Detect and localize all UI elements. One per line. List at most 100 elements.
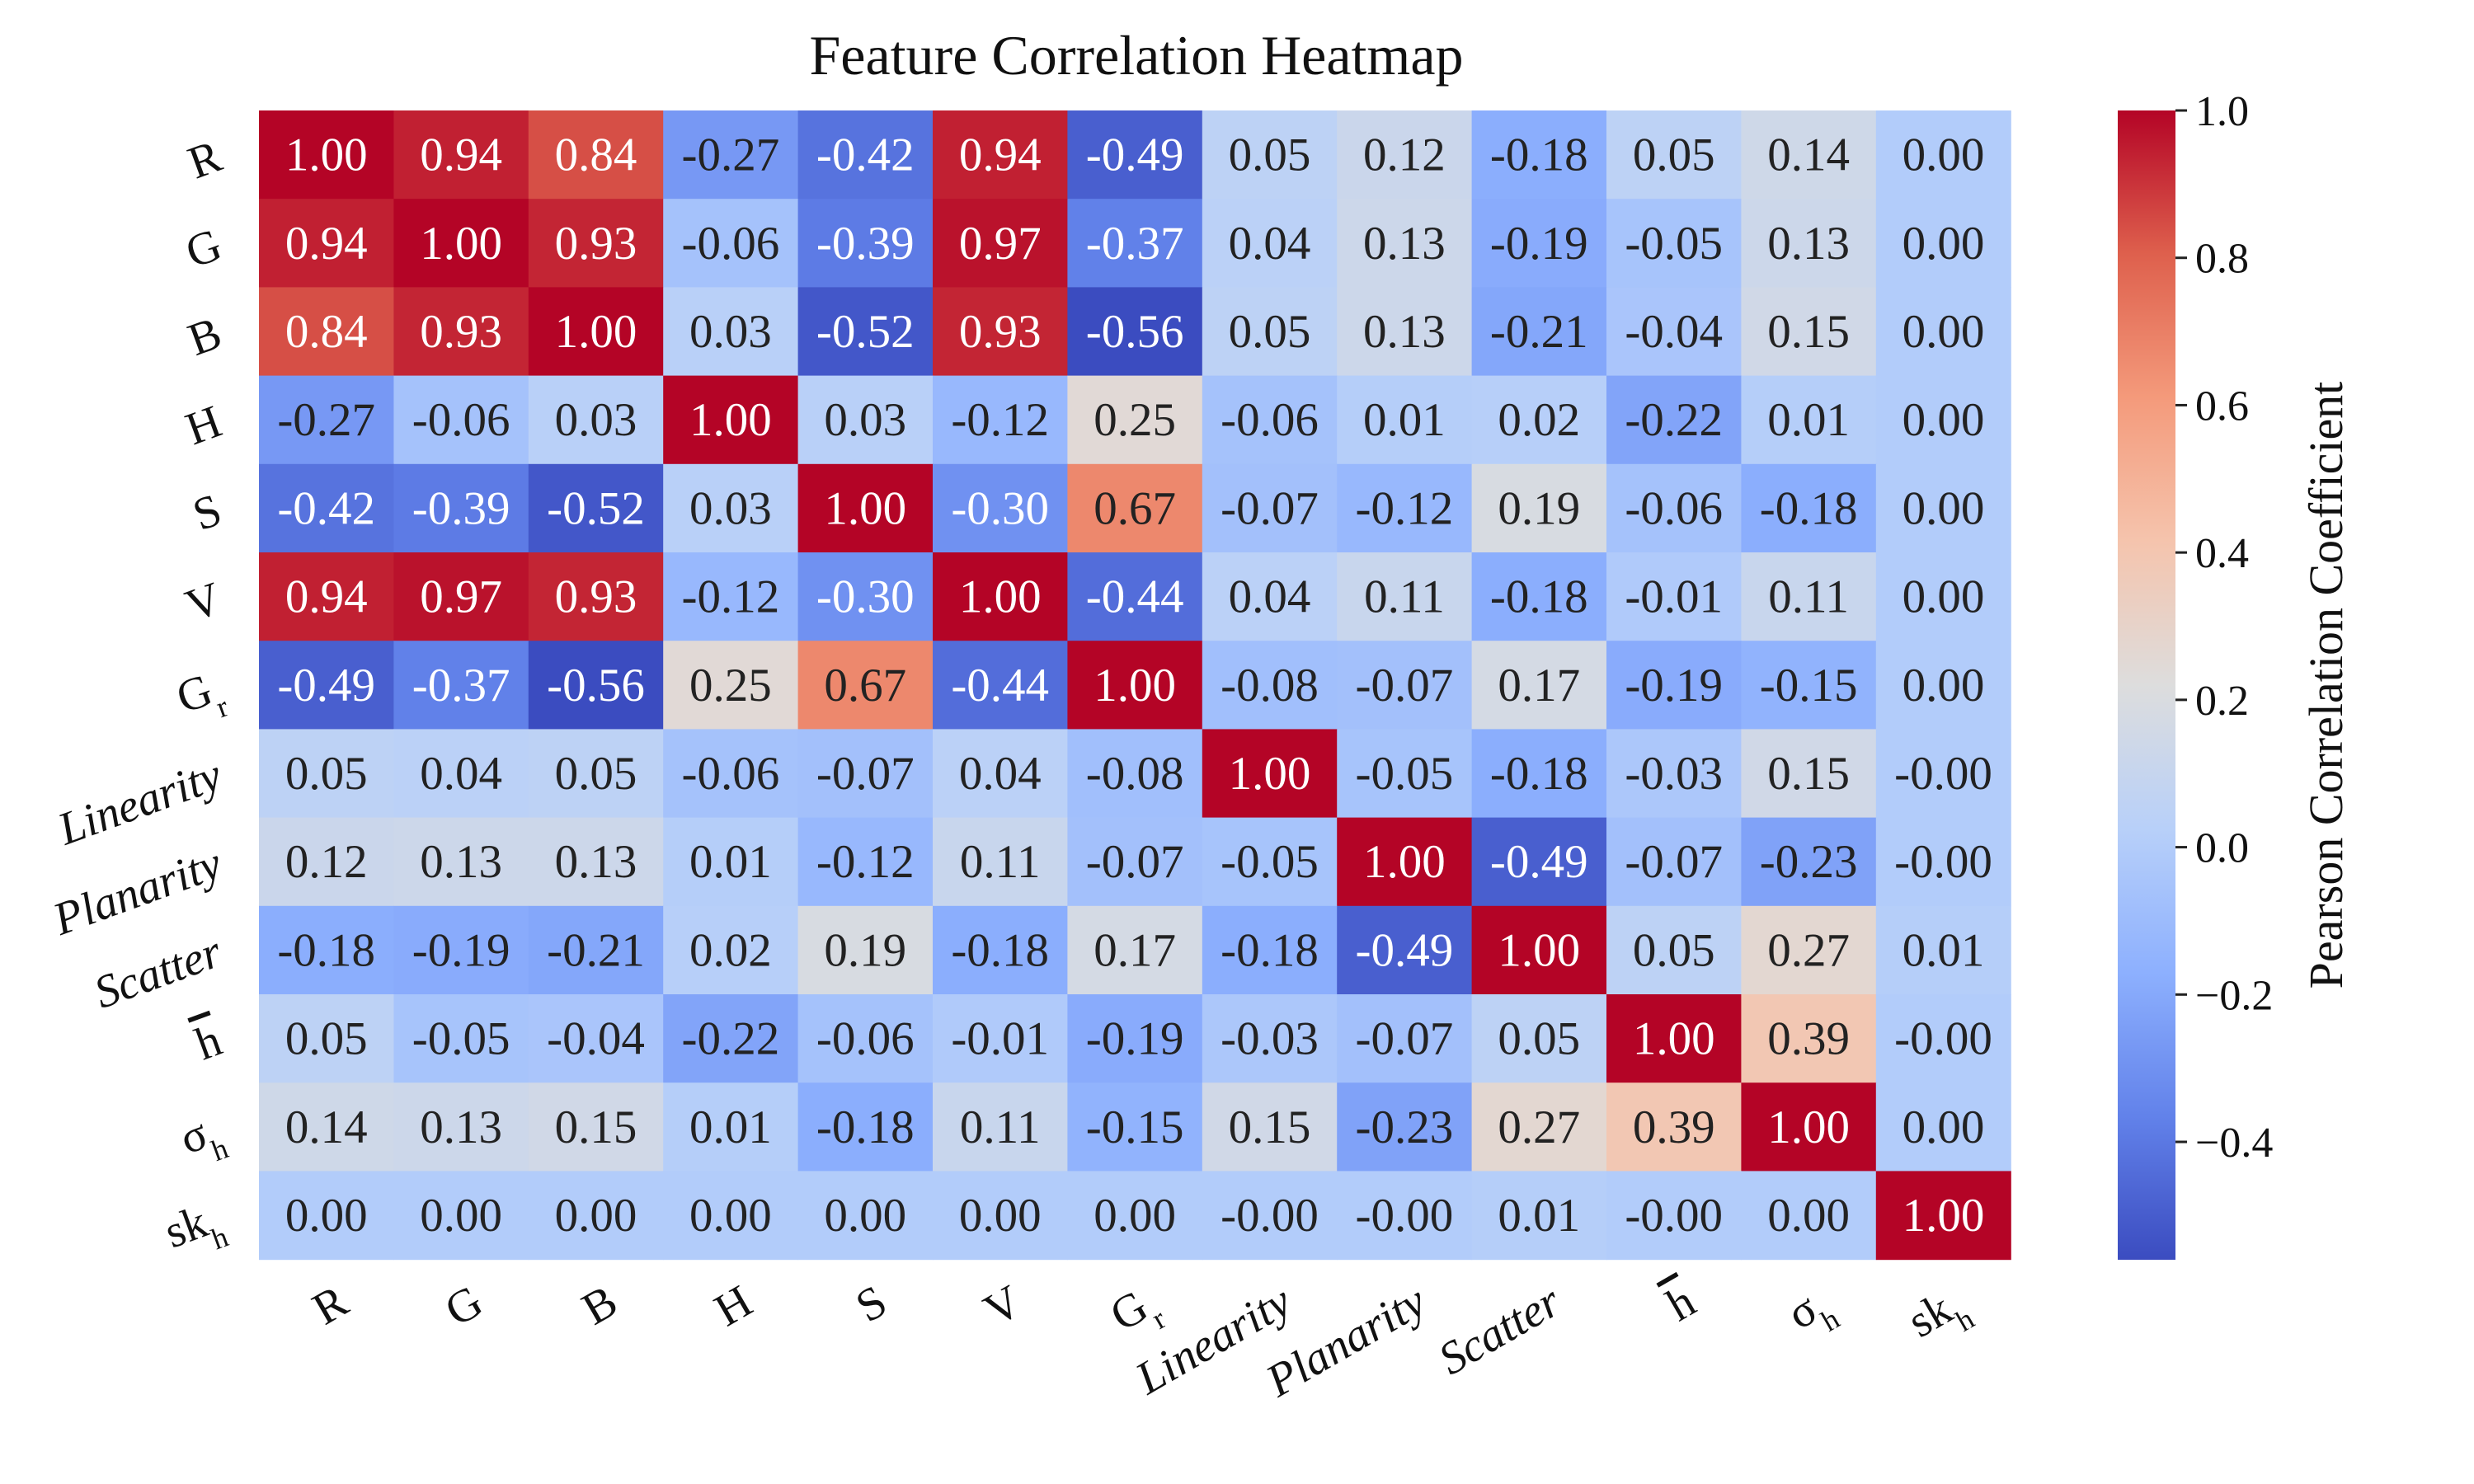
cell-value-label: -0.37: [1086, 218, 1184, 270]
cell-value-label: -0.18: [277, 924, 375, 976]
colorbar: 1.0 0.8 0.6 0.4 0.2 0.0 −0.2 −0.4 Pearson Correl…: [2118, 88, 2353, 1260]
heatmap-cell: [528, 641, 664, 730]
heatmap-cell: [1606, 463, 1742, 553]
cell-value-label: 0.00: [1903, 482, 1985, 534]
cell-value-label: 0.00: [959, 1190, 1042, 1242]
heatmap-cell: [259, 552, 394, 641]
cell-value-label: -0.18: [1760, 482, 1858, 534]
cell-value-label: -0.19: [412, 924, 510, 976]
cell-value-label: -0.18: [951, 924, 1049, 976]
heatmap-cell: [1337, 994, 1473, 1083]
colorbar-tick-label: 0.8: [2195, 236, 2249, 283]
cell-value-label: -0.52: [816, 306, 915, 358]
heatmap-cell: [1067, 552, 1203, 641]
colorbar-tick-label: 0.2: [2195, 678, 2249, 725]
chart-title: Feature Correlation Heatmap: [809, 24, 1463, 87]
heatmap-cell: [1875, 375, 2011, 465]
column-tick-label: B: [574, 1275, 626, 1335]
heatmap-cell: [393, 994, 529, 1083]
heatmap-cells: 1.00 0.94 0.84 -0.27 -0.42 0.94 -0.49 0.05 0.12-…: [259, 110, 2011, 1261]
heatmap-cell: [1471, 641, 1607, 730]
heatmap-cell: [259, 199, 394, 288]
heatmap-cell: [1875, 1171, 2011, 1261]
cell-value-label: 0.05: [1633, 924, 1715, 976]
cell-value-label: 0.05: [555, 748, 637, 800]
cell-value-label: 0.15: [1767, 748, 1850, 800]
cell-value-label: -0.06: [412, 394, 510, 446]
cell-value-label: -0.49: [1086, 129, 1184, 181]
cell-value-label: -0.23: [1356, 1101, 1454, 1153]
heatmap-cell: [933, 905, 1068, 995]
cell-value-label: 1.00: [555, 306, 637, 358]
cell-value-label: 1.00: [1498, 924, 1580, 976]
heatmap-cell: [1337, 817, 1473, 907]
cell-value-label: 0.01: [689, 836, 772, 888]
row-tick-label: Scatter: [87, 926, 228, 1019]
cell-value-label: 0.02: [689, 924, 772, 976]
heatmap-cell: [528, 375, 664, 465]
heatmap-cell: [1471, 375, 1607, 465]
heatmap-cell: [1202, 729, 1338, 819]
heatmap-cell: [933, 375, 1068, 465]
heatmap-cell: [797, 817, 934, 907]
cell-value-label: 0.03: [689, 306, 772, 358]
heatmap-cell: [393, 110, 529, 200]
heatmap-cell: [1337, 199, 1473, 288]
heatmap-cell: [259, 110, 394, 200]
cell-value-label: 0.11: [960, 1101, 1041, 1153]
heatmap-cell: [1606, 729, 1742, 819]
heatmap-cell: [1202, 641, 1338, 730]
cell-value-label: 0.14: [1767, 129, 1850, 181]
column-tick-label: G: [437, 1275, 492, 1336]
heatmap-cell: [1337, 729, 1473, 819]
heatmap-cell: [797, 1171, 934, 1261]
heatmap-cell: [663, 463, 799, 553]
cell-value-label: -0.49: [1490, 836, 1588, 888]
heatmap-cell: [1741, 375, 1877, 465]
heatmap-cell: [933, 110, 1068, 200]
cell-value-label: 0.00: [1903, 660, 1985, 711]
cell-value-label: -0.49: [1356, 924, 1454, 976]
cell-value-label: -0.06: [816, 1013, 915, 1065]
heatmap-cell: [933, 729, 1068, 819]
heatmap-cell: [1606, 375, 1742, 465]
heatmap-cell: [1741, 110, 1877, 200]
heatmap-cell: [1741, 287, 1877, 377]
heatmap-cell: [528, 463, 664, 553]
heatmap-cell: [1067, 199, 1203, 288]
heatmap-cell: [259, 1171, 394, 1261]
cell-value-label: -0.06: [682, 218, 780, 270]
heatmap-cell: [933, 817, 1068, 907]
heatmap-cell: [663, 905, 799, 995]
heatmap-cell: [1337, 1082, 1473, 1172]
cell-value-label: -0.22: [682, 1013, 780, 1065]
heatmap-cell: [259, 905, 394, 995]
cell-value-label: -0.12: [816, 836, 915, 888]
heatmap-cell: [393, 1082, 529, 1172]
cell-value-label: -0.04: [1625, 306, 1723, 358]
cell-value-label: -0.12: [1356, 482, 1454, 534]
cell-value-label: 0.05: [1229, 306, 1311, 358]
heatmap-cell: [797, 199, 934, 288]
cell-value-label: 0.97: [959, 218, 1042, 270]
heatmap-cell: [933, 552, 1068, 641]
cell-value-label: -0.03: [1221, 1013, 1319, 1065]
heatmap-cell: [1471, 463, 1607, 553]
cell-value-label: 0.93: [555, 571, 637, 623]
cell-value-label: 0.01: [1498, 1190, 1580, 1242]
column-tick-label: σh: [1779, 1275, 1845, 1350]
cell-value-label: -0.18: [1221, 924, 1319, 976]
cell-value-label: 0.05: [1229, 129, 1311, 181]
heatmap-cell: [1067, 1171, 1203, 1261]
heatmap-cell: [1741, 817, 1877, 907]
row-tick-label: Gr: [170, 661, 233, 735]
cell-value-label: 0.00: [1903, 306, 1985, 358]
cell-value-label: 1.00: [1229, 748, 1311, 800]
cell-value-label: -0.56: [547, 660, 645, 711]
cell-value-label: 0.00: [824, 1190, 906, 1242]
heatmap-cell: [1202, 905, 1338, 995]
heatmap-cell: [528, 199, 664, 288]
cell-value-label: -0.42: [277, 482, 375, 534]
